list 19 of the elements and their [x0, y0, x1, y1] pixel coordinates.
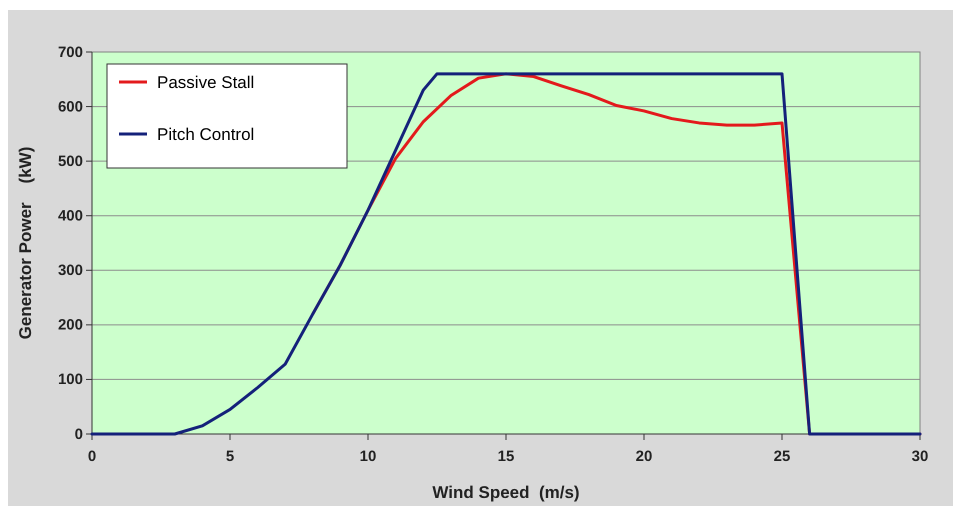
- y-axis-title: Generator Power (kW): [16, 146, 35, 340]
- x-tick-label: 5: [226, 448, 234, 465]
- y-tick-label: 300: [58, 262, 83, 280]
- legend-label: Passive Stall: [157, 73, 254, 92]
- y-tick-label: 600: [58, 98, 83, 116]
- y-tick-label: 100: [58, 371, 83, 388]
- x-tick-label: 0: [88, 448, 96, 465]
- x-tick-label: 30: [912, 448, 928, 465]
- x-tick-label: 25: [774, 448, 790, 465]
- y-tick-label: 200: [58, 316, 83, 334]
- legend-label: Pitch Control: [157, 125, 254, 144]
- x-tick-label: 15: [498, 448, 514, 465]
- y-tick-label: 700: [58, 44, 83, 61]
- y-tick-label: 0: [74, 426, 83, 443]
- y-tick-label: 500: [58, 152, 83, 170]
- x-tick-label: 20: [636, 448, 652, 465]
- y-tick-label: 400: [58, 208, 83, 225]
- x-axis-title: Wind Speed (m/s): [432, 483, 580, 502]
- x-tick-label: 10: [360, 448, 376, 465]
